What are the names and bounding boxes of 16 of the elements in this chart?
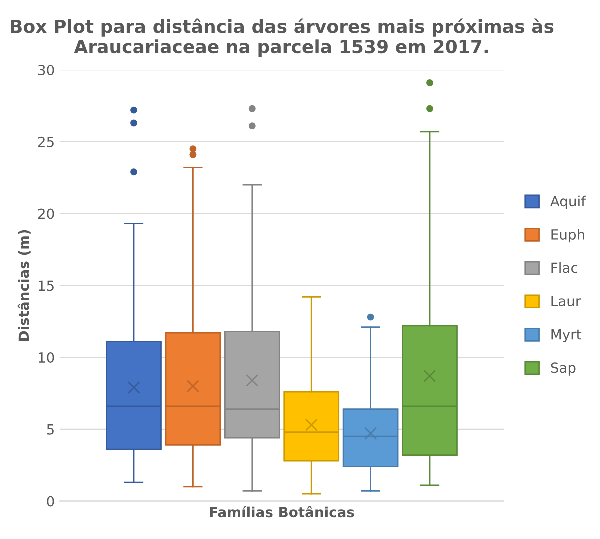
legend-label: Myrt (552, 330, 582, 343)
y-tick-label: 20 (38, 208, 54, 220)
y-tick-label: 15 (38, 280, 54, 292)
legend-label: Sap (551, 362, 576, 376)
y-axis-title: Distâncias (m) (18, 230, 31, 341)
chart-title: Box Plot para distância das árvores mais próximas às Araucariaceae na parcela 1539 em 2017. (11, 18, 554, 58)
legend-label: Flac (552, 262, 578, 274)
legend-label: Laur (552, 296, 582, 307)
y-tick-label: 30 (38, 65, 54, 76)
legend-label: Aquif (550, 196, 586, 210)
legend-label: Euph (552, 229, 584, 243)
y-tick-label: 10 (38, 352, 54, 364)
x-axis-title: Famílias Botânicas (210, 506, 354, 518)
y-tick-label: 0 (47, 496, 54, 507)
y-tick-label: 5 (47, 424, 54, 435)
y-tick-label: 25 (38, 136, 54, 148)
